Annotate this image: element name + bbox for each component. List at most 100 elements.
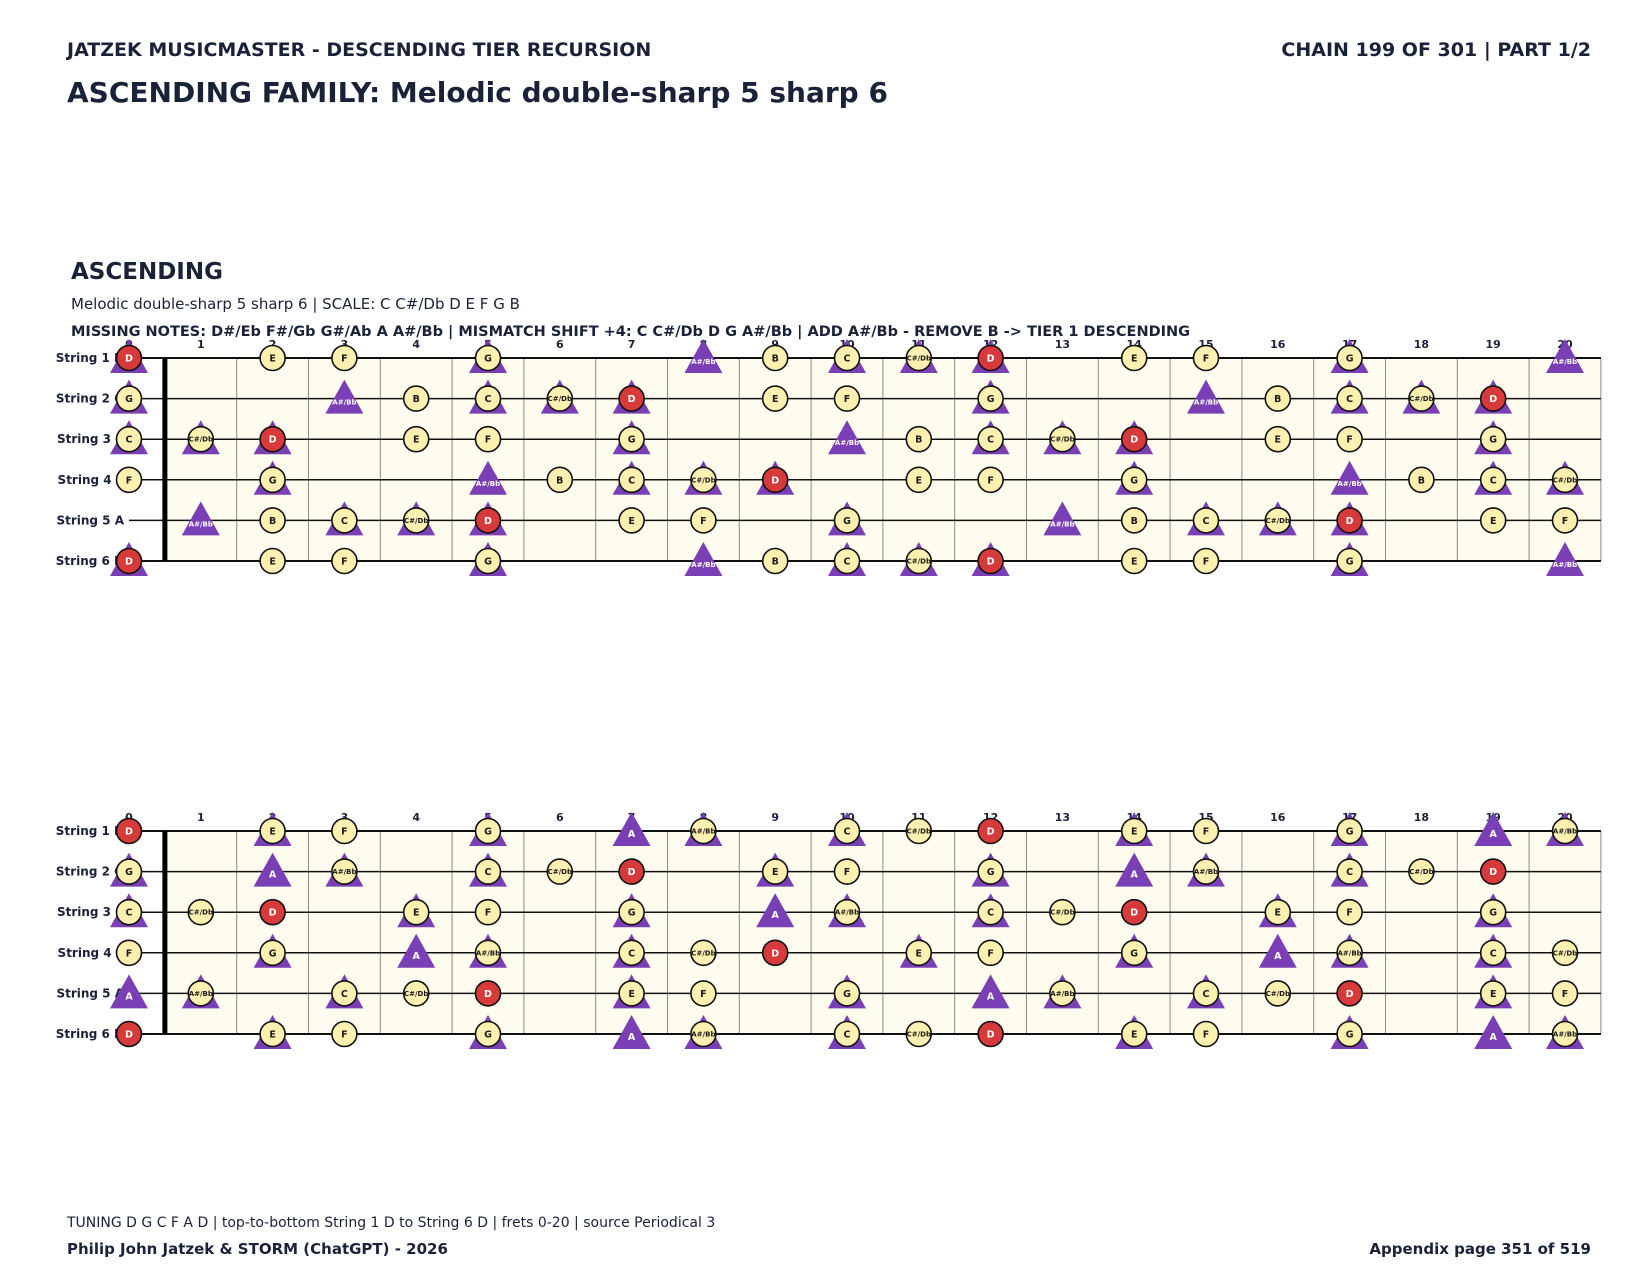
triangle-marker	[253, 852, 292, 887]
note-label: F	[126, 475, 133, 486]
root-marker	[1479, 858, 1507, 885]
note-marker	[115, 898, 143, 926]
note-marker	[1551, 1020, 1579, 1048]
note-label: C#/Db	[907, 1031, 931, 1039]
string-label: String 5 A	[56, 986, 124, 1000]
note-label: A#/Bb	[835, 909, 859, 917]
note-label: G	[125, 867, 133, 878]
note-label: C#/Db	[404, 517, 428, 525]
string-label: String 3 C	[57, 432, 124, 446]
note-marker	[331, 817, 358, 845]
note-marker	[474, 385, 502, 412]
note-label: G	[987, 394, 995, 405]
note-marker	[402, 980, 430, 1007]
fret-number: 16	[1270, 338, 1286, 351]
note-marker	[115, 466, 143, 494]
triangle-marker	[325, 379, 364, 414]
note-label: E	[1131, 557, 1138, 568]
note-label: D	[125, 354, 133, 365]
note-marker	[187, 898, 215, 926]
note-label: A	[1274, 951, 1282, 962]
note-marker	[1120, 344, 1148, 372]
note-label: G	[628, 908, 636, 919]
note-marker	[546, 858, 574, 885]
note-label: E	[1275, 908, 1282, 919]
note-label: G	[484, 557, 492, 568]
triangle-marker	[181, 501, 220, 536]
note-marker	[1551, 980, 1579, 1007]
footer-credit: Philip John Jatzek & STORM (ChatGPT) - 2…	[67, 1240, 448, 1258]
note-marker	[1120, 547, 1148, 575]
note-marker	[474, 344, 502, 372]
note-label: A#/Bb	[1553, 828, 1577, 836]
note-label: E	[413, 435, 420, 446]
note-marker	[1336, 939, 1363, 967]
note-label: A#/Bb	[1553, 358, 1577, 366]
note-marker	[833, 385, 861, 412]
note-marker	[402, 898, 430, 926]
note-marker	[618, 980, 645, 1007]
note-marker	[1336, 817, 1363, 845]
note-marker	[1336, 385, 1363, 412]
note-label: C#/Db	[1266, 990, 1290, 998]
note-marker	[1192, 1020, 1220, 1048]
note-label: A#/Bb	[1553, 561, 1577, 569]
note-label: B	[772, 354, 779, 365]
note-label: G	[125, 394, 133, 405]
note-label: A#/Bb	[691, 561, 715, 569]
note-marker	[259, 344, 286, 372]
note-marker	[331, 1020, 358, 1048]
fret-number: 6	[556, 338, 564, 351]
note-marker	[115, 385, 143, 412]
triangle-marker	[397, 933, 436, 968]
note-label: E	[269, 354, 276, 365]
note-label: F	[1346, 435, 1353, 446]
note-label: D	[1130, 908, 1138, 919]
fret-number: 16	[1270, 811, 1286, 824]
note-label: F	[1562, 989, 1569, 1000]
note-label: C	[126, 908, 133, 919]
root-marker	[474, 980, 502, 1007]
note-label: E	[1490, 516, 1497, 527]
note-marker	[1336, 425, 1363, 453]
note-marker	[1192, 980, 1220, 1007]
note-label: D	[484, 989, 492, 1000]
note-label: E	[916, 948, 923, 959]
root-marker	[1120, 425, 1148, 453]
note-label: C#/Db	[189, 436, 213, 444]
note-label: A#/Bb	[476, 480, 500, 488]
triangle-marker	[756, 893, 795, 928]
note-label: A	[413, 951, 421, 962]
fret-number: 7	[628, 338, 636, 351]
note-marker	[690, 507, 717, 534]
note-marker	[1479, 980, 1507, 1007]
note-label: B	[1131, 516, 1138, 527]
note-marker	[474, 547, 502, 575]
note-marker	[833, 898, 861, 926]
note-marker	[1479, 466, 1507, 494]
note-label: E	[413, 908, 420, 919]
note-label: E	[916, 475, 923, 486]
note-marker	[618, 507, 645, 534]
note-marker	[1192, 507, 1220, 534]
note-label: A#/Bb	[189, 990, 213, 998]
note-marker	[618, 898, 645, 926]
note-label: C	[987, 435, 994, 446]
note-label: A	[1490, 829, 1498, 840]
root-marker	[259, 898, 286, 926]
note-label: G	[1346, 827, 1354, 838]
note-label: A#/Bb	[189, 520, 213, 528]
note-marker	[1551, 507, 1579, 534]
note-marker	[259, 939, 286, 967]
triangle-marker	[110, 974, 148, 1009]
note-marker	[1551, 466, 1579, 494]
note-label: E	[772, 394, 779, 405]
note-label: A#/Bb	[1338, 949, 1362, 957]
note-label: B	[269, 516, 276, 527]
triangle-marker	[684, 339, 723, 373]
note-marker	[1408, 385, 1435, 412]
note-marker	[977, 898, 1004, 926]
note-label: B	[413, 394, 420, 405]
note-label: D	[484, 516, 492, 527]
